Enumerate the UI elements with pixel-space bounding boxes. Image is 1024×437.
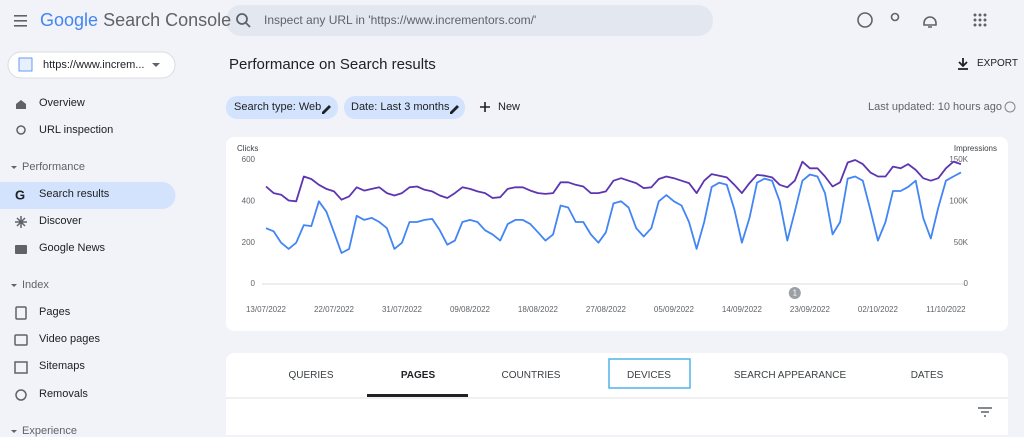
series-line (265, 159, 962, 203)
tab[interactable]: COUNTRIES (501, 370, 561, 381)
filter-icon[interactable] (978, 407, 992, 417)
bell-icon[interactable] (923, 16, 937, 28)
nav-icons: G (11, 100, 28, 433)
property-selector[interactable] (7, 51, 176, 79)
apps-icon[interactable] (973, 13, 987, 27)
x-tick-label: 18/08/2022 (518, 305, 559, 314)
help-icon[interactable] (857, 12, 873, 28)
new-filter[interactable]: New (498, 101, 521, 113)
x-tick-label: 13/07/2022 (246, 305, 287, 314)
y-axis-title: Clicks (237, 144, 258, 153)
nav-section[interactable]: Performance (22, 161, 85, 173)
y2-tick-label: 150K (949, 155, 968, 164)
x-tick-label: 02/10/2022 (858, 305, 899, 314)
search-placeholder[interactable]: Inspect any URL in 'https://www.incremen… (264, 13, 537, 27)
x-tick-label: 22/07/2022 (314, 305, 355, 314)
y2-tick-label: 100K (949, 196, 968, 205)
y2-tick-label: 50K (954, 238, 969, 247)
nav-item[interactable]: Sitemaps (39, 360, 85, 372)
search-icon (236, 13, 248, 25)
nav-item[interactable]: URL inspection (39, 124, 114, 136)
logo: Google (40, 10, 99, 30)
last-updated: Last updated: 10 hours ago (868, 101, 1002, 113)
users-icon[interactable] (890, 12, 900, 22)
x-tick-label: 31/07/2022 (382, 305, 423, 314)
nav-item[interactable]: Overview (39, 97, 85, 109)
info-icon[interactable] (1004, 101, 1016, 113)
property-icon (18, 57, 33, 72)
property-url[interactable]: https://www.increm... (43, 59, 145, 71)
tab[interactable]: DATES (910, 370, 944, 381)
y-tick-label: 0 (251, 279, 256, 288)
dropdown-arrow (152, 63, 160, 67)
new-icon[interactable] (480, 102, 490, 112)
x-tick-label: 11/10/2022 (926, 305, 966, 314)
x-tick-label: 09/08/2022 (450, 305, 491, 314)
nav-item[interactable]: Pages (39, 306, 71, 318)
table-card (226, 353, 1008, 435)
edit-icon[interactable] (322, 105, 331, 114)
search-box[interactable] (226, 5, 713, 36)
filter-chip[interactable] (226, 96, 338, 119)
nav-item[interactable]: Removals (39, 388, 88, 400)
x-tick-label: 23/09/2022 (790, 305, 831, 314)
x-tick-label: 05/09/2022 (654, 305, 695, 314)
x-tick-label: 27/08/2022 (586, 305, 627, 314)
tab[interactable]: QUERIES (288, 370, 334, 381)
y2-axis-title: Impressions (954, 144, 997, 153)
focus-outline (608, 358, 691, 389)
chart-card (226, 137, 1008, 331)
active-tab-underline (367, 394, 468, 397)
export-icon[interactable] (958, 58, 968, 70)
series-line (265, 171, 962, 254)
nav-section[interactable]: Index (22, 279, 49, 291)
x-tick-label: 14/09/2022 (722, 305, 763, 314)
filter-chip[interactable] (344, 96, 465, 119)
tab[interactable]: PAGES (400, 370, 436, 381)
annotation-marker[interactable] (788, 287, 801, 299)
nav-item[interactable]: Search results (39, 188, 110, 200)
y-tick-label: 600 (242, 155, 256, 164)
nav-section[interactable]: Experience (22, 425, 78, 437)
annotation-label: 1 (793, 289, 798, 298)
menu-icon[interactable] (14, 15, 27, 27)
filter-label[interactable]: Search type: Web (234, 101, 322, 113)
y-tick-label: 200 (242, 238, 256, 247)
brand: Google Search Console (40, 10, 231, 31)
edit-icon[interactable] (450, 105, 459, 114)
svg-text:G: G (15, 187, 25, 202)
tab[interactable]: DEVICES (627, 370, 671, 381)
filter-label[interactable]: Date: Last 3 months (351, 101, 450, 113)
y2-tick-label: 0 (964, 279, 969, 288)
product-name: Search Console (103, 10, 232, 30)
nav-item[interactable]: Discover (39, 215, 82, 227)
page-title: Performance on Search results (229, 56, 436, 73)
nav-item[interactable]: Video pages (39, 333, 100, 345)
export-button[interactable]: EXPORT (977, 58, 1018, 69)
tab[interactable]: SEARCH APPEARANCE (733, 370, 847, 381)
nav-item[interactable]: Google News (39, 242, 106, 254)
nav-active-bg (0, 182, 176, 209)
chart: Clicks Impressions 0 200 400 600 0 50K 100K 150K 1… (237, 144, 997, 314)
y-tick-label: 400 (242, 196, 256, 205)
